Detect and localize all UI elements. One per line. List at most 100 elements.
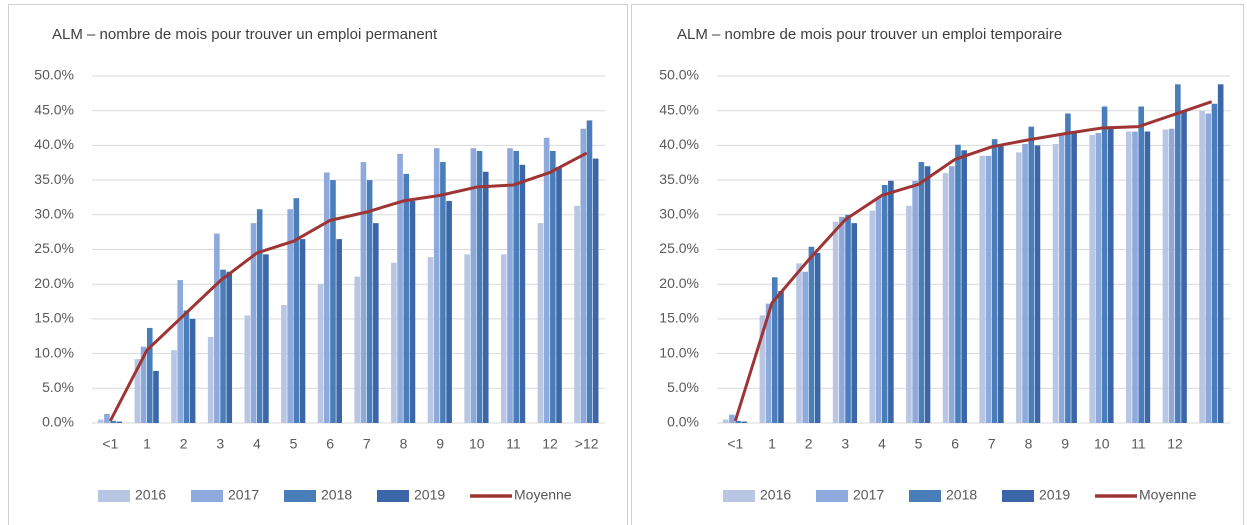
bar <box>955 144 961 423</box>
y-tick-label: 10.0% <box>659 344 699 360</box>
y-tick-label: 5.0% <box>667 379 699 395</box>
bar <box>961 150 967 423</box>
legend-label: 2016 <box>135 487 166 503</box>
bar <box>851 223 858 423</box>
x-tick-label: 9 <box>436 436 444 452</box>
x-tick-label: 5 <box>290 436 298 452</box>
bar <box>796 263 802 423</box>
bar <box>1181 110 1187 423</box>
panel-border <box>8 4 628 525</box>
bar <box>153 370 159 423</box>
y-tick-label: 45.0% <box>34 101 74 117</box>
bar <box>464 254 470 423</box>
bar <box>875 197 882 423</box>
bar <box>1095 132 1102 423</box>
bar <box>1205 113 1212 423</box>
legend-label: Moyenne <box>1139 487 1197 503</box>
x-tick-label: 11 <box>506 436 521 452</box>
bar <box>979 155 986 423</box>
y-tick-label: 15.0% <box>34 310 74 326</box>
x-tick-label: 8 <box>1025 436 1033 452</box>
bar <box>1016 152 1022 423</box>
bar <box>1162 129 1169 424</box>
bar <box>263 254 269 423</box>
bar <box>140 346 147 423</box>
y-tick-label: 25.0% <box>34 240 74 256</box>
bar <box>97 419 104 423</box>
bar <box>177 280 184 423</box>
bar <box>942 173 949 423</box>
x-tick-label: 10 <box>1094 436 1110 452</box>
bar <box>881 184 888 423</box>
x-tick-label: 6 <box>326 436 334 452</box>
y-tick-label: 10.0% <box>34 344 74 360</box>
bar <box>1034 145 1041 423</box>
bar <box>832 221 839 423</box>
bar <box>1168 128 1175 423</box>
chart-title: ALM – nombre de mois pour trouver un emp… <box>677 26 1062 43</box>
bar <box>771 277 778 423</box>
bar <box>183 310 190 423</box>
bar <box>513 150 519 423</box>
bar <box>1101 106 1108 423</box>
chart-title: ALM – nombre de mois pour trouver un emp… <box>52 26 438 43</box>
bar <box>924 166 931 423</box>
x-tick-label: >12 <box>575 436 599 452</box>
y-tick-label: 35.0% <box>659 171 699 187</box>
bar <box>722 419 729 423</box>
bar <box>839 216 845 423</box>
bar <box>256 209 263 423</box>
bar <box>360 162 367 423</box>
bar <box>729 414 735 423</box>
bar <box>1052 144 1059 423</box>
legend-swatch <box>284 490 316 502</box>
bar <box>226 271 233 423</box>
y-tick-label: 0.0% <box>667 414 699 430</box>
bar <box>427 257 434 423</box>
bar <box>906 205 912 423</box>
bar <box>299 239 306 423</box>
legend-swatch <box>98 490 130 502</box>
bar <box>476 150 483 423</box>
y-tick-label: 0.0% <box>42 414 74 430</box>
legend-label: 2017 <box>853 487 884 503</box>
x-tick-label: 7 <box>988 436 996 452</box>
bar <box>1089 134 1095 424</box>
bar <box>293 198 300 423</box>
legend-label: 2016 <box>760 487 791 503</box>
bar <box>116 421 123 423</box>
legend-label: Moyenne <box>514 487 572 503</box>
bar <box>250 223 257 423</box>
bar <box>550 150 556 423</box>
bar <box>287 209 293 423</box>
bar <box>537 223 544 423</box>
bar <box>433 148 440 423</box>
bar <box>244 315 251 423</box>
y-tick-label: 30.0% <box>34 206 74 222</box>
x-tick-label: 6 <box>951 436 959 452</box>
bar <box>580 128 587 423</box>
bar <box>1058 132 1065 423</box>
y-tick-label: 15.0% <box>659 310 699 326</box>
legend-swatch <box>816 490 848 502</box>
legend-swatch <box>191 490 223 502</box>
bar <box>586 120 593 423</box>
bar <box>869 210 876 423</box>
y-tick-label: 20.0% <box>34 275 74 291</box>
bar <box>134 359 141 423</box>
bar <box>507 148 513 423</box>
x-tick-label: 9 <box>1061 436 1069 452</box>
bar <box>918 162 925 423</box>
bar <box>409 200 416 423</box>
x-tick-label: 7 <box>363 436 371 452</box>
bar <box>482 171 489 423</box>
x-tick-label: 2 <box>805 436 813 452</box>
bar <box>1022 144 1028 423</box>
legend-label: 2019 <box>1039 487 1070 503</box>
bar <box>592 158 599 423</box>
bar <box>985 155 992 423</box>
bar <box>1175 84 1181 423</box>
bar <box>808 246 815 423</box>
bar <box>998 145 1004 423</box>
bar <box>403 173 410 423</box>
